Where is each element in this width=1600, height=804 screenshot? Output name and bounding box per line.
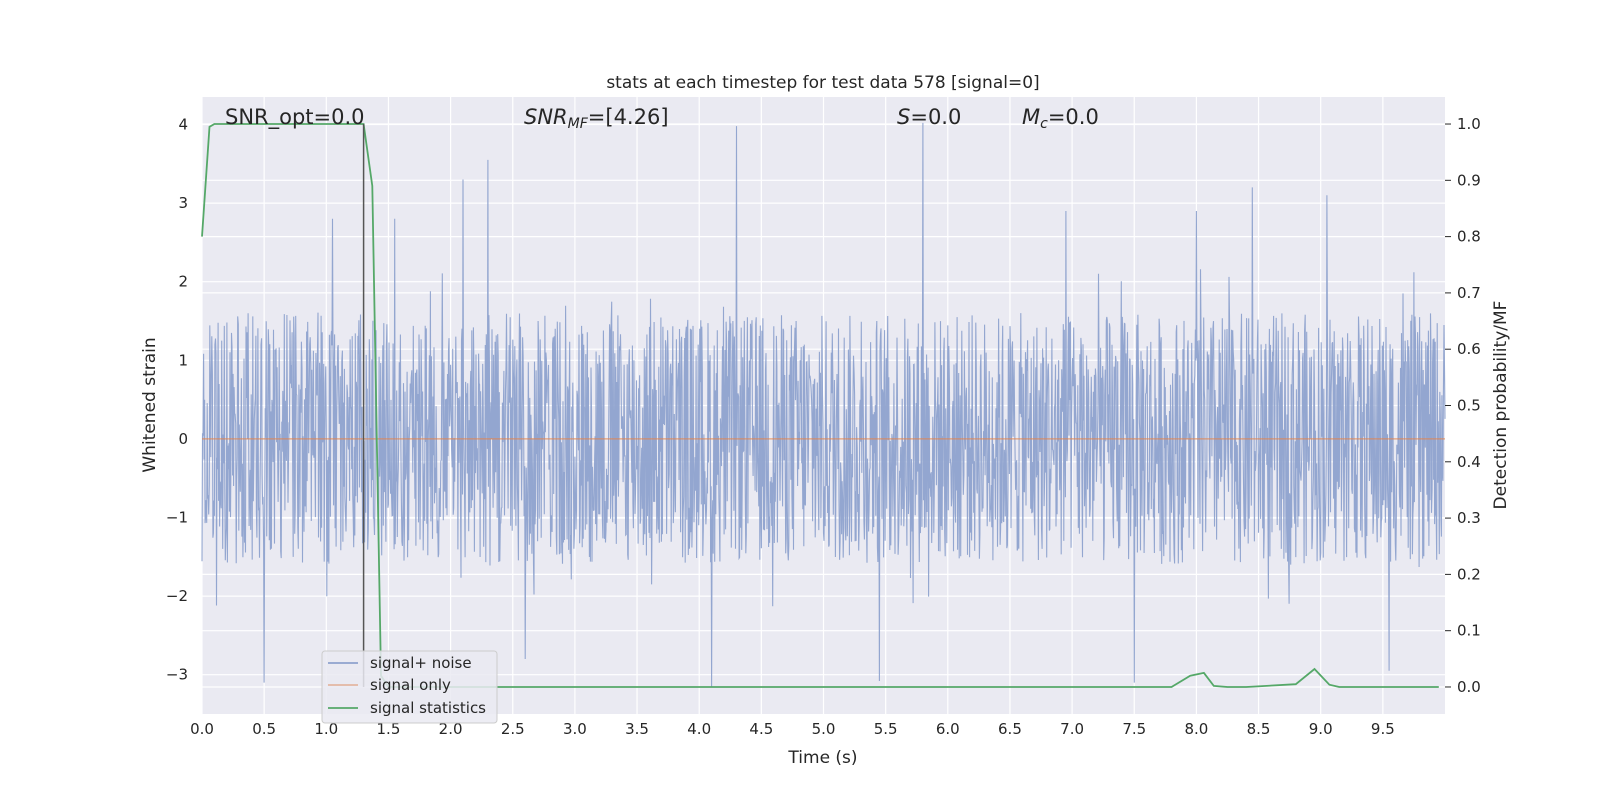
y-right-tick-label: 0.4 [1457, 453, 1481, 471]
y-right-tick-label: 0.5 [1457, 397, 1481, 415]
x-tick-label: 9.5 [1371, 720, 1395, 738]
y-tick-label: 3 [178, 194, 188, 212]
annotation-snr-mf: SNRMF=[4.26] [524, 105, 669, 132]
y-tick-label: 0 [178, 430, 188, 448]
y-tick-label: −2 [166, 587, 188, 605]
mc-value: =0.0 [1048, 105, 1099, 129]
y-right-tick-label: 0.7 [1457, 284, 1481, 302]
legend-label-signal-statistics: signal statistics [370, 699, 486, 717]
x-tick-label: 7.0 [1060, 720, 1084, 738]
y-tick-label: −3 [166, 666, 188, 684]
s-symbol: S [897, 105, 910, 129]
x-tick-label: 5.0 [812, 720, 836, 738]
y-right-tick-label: 1.0 [1457, 115, 1481, 133]
y-right-tick-label: 0.9 [1457, 171, 1481, 189]
x-tick-label: 4.5 [749, 720, 773, 738]
chart-title: stats at each timestep for test data 578… [606, 73, 1039, 93]
y-tick-label: −1 [166, 509, 188, 527]
annotation-s: S=0.0 [897, 105, 961, 129]
x-tick-label: 9.0 [1309, 720, 1333, 738]
legend-label-signal-only: signal only [370, 676, 451, 694]
y-right-tick-label: 0.6 [1457, 340, 1481, 358]
x-tick-label: 3.5 [625, 720, 649, 738]
x-tick-label: 6.5 [998, 720, 1022, 738]
x-tick-label: 6.0 [936, 720, 960, 738]
legend-label-signal-noise: signal+ noise [370, 654, 472, 672]
y-axis-label: Whitened strain [140, 337, 160, 472]
x-tick-label: 7.5 [1122, 720, 1146, 738]
y-axis-ticks: −3 −2 −1 0 1 2 3 4 [166, 116, 188, 684]
snr-mf-subscript: MF [568, 116, 589, 132]
mc-symbol: M [1022, 105, 1040, 129]
y-right-tick-label: 0.8 [1457, 228, 1481, 246]
x-tick-label: 2.5 [501, 720, 525, 738]
y-right-axis-ticks: 0.0 0.1 0.2 0.3 0.4 0.5 0.6 0.7 0.8 0.9 1.0 [1445, 115, 1481, 696]
y-tick-label: 2 [178, 273, 188, 291]
s-value: =0.0 [910, 105, 961, 129]
snr-mf-symbol: SNR [524, 105, 568, 129]
annotation-mc: Mc=0.0 [1022, 105, 1099, 132]
y-right-tick-label: 0.3 [1457, 509, 1481, 527]
x-axis-label: Time (s) [787, 748, 857, 768]
snr-mf-value: =[4.26] [588, 105, 669, 129]
annotation-snr-opt: SNR_opt=0.0 [225, 105, 365, 130]
y-tick-label: 4 [178, 116, 188, 134]
y-right-tick-label: 0.0 [1457, 678, 1481, 696]
x-tick-label: 8.5 [1247, 720, 1271, 738]
x-tick-label: 3.0 [563, 720, 587, 738]
legend: signal+ noise signal only signal statist… [322, 651, 497, 723]
x-tick-label: 4.0 [687, 720, 711, 738]
x-tick-label: 0.5 [252, 720, 276, 738]
y-right-tick-label: 0.2 [1457, 565, 1481, 583]
x-tick-label: 8.0 [1184, 720, 1208, 738]
y-right-axis-label: Detection probability/MF [1491, 301, 1511, 510]
x-tick-label: 5.5 [874, 720, 898, 738]
x-tick-label: 0.0 [190, 720, 214, 738]
y-tick-label: 1 [178, 351, 188, 369]
y-right-tick-label: 0.1 [1457, 622, 1481, 640]
